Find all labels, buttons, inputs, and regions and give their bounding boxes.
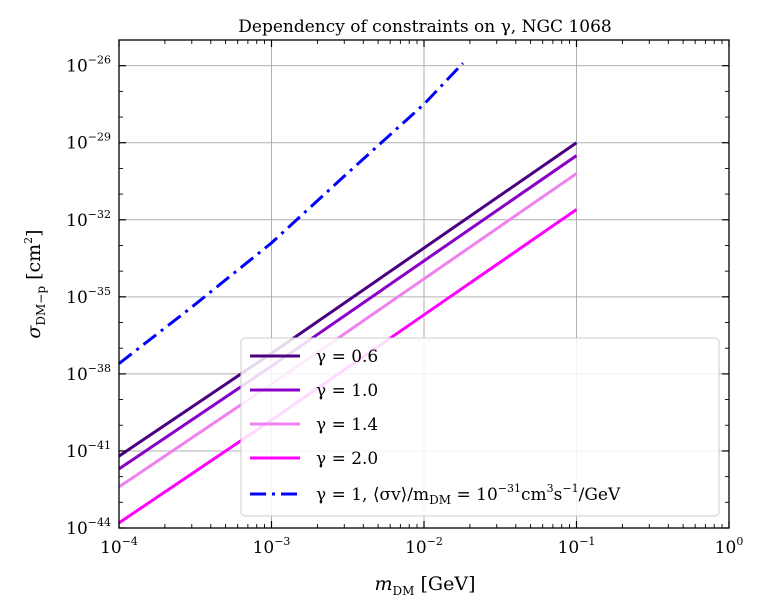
y-tick-label: 10−35 [66,285,111,308]
y-tick-label: 10−29 [66,131,111,154]
series-line-2 [119,154,578,471]
legend-label: γ = 1.4 [316,415,378,435]
legend-label: γ = 1.0 [316,381,378,401]
legend-label: γ = 0.6 [316,347,378,367]
y-axis-label: σDM−p [cm2] [22,229,48,338]
y-tick-labels: 10−26 10−29 10−32 10−35 10−38 10−41 10−44 [66,54,111,539]
legend-box [240,337,720,517]
legend-label: γ = 1, ⟨σv⟩/mDM = 10−31cm3s−1/GeV [316,482,621,507]
y-tick-label: 10−44 [66,516,111,539]
x-axis-label: mDM [GeV] [375,573,476,598]
chart-title: Dependency of constraints on γ, NGC 1068 [238,17,612,37]
series-line-5 [119,62,465,365]
ticks [118,39,730,529]
x-tick-label: 10−4 [100,535,138,558]
legend-label: γ = 2.0 [316,449,378,469]
x-tick-label: 10−3 [253,535,291,558]
legend: γ = 0.6 γ = 1.0 γ = 1.4 γ = 2.0 γ = 1, ⟨σv⟩/… [240,337,720,517]
series-line-3 [119,172,578,489]
y-tick-label: 10−26 [66,54,111,77]
x-tick-label: 10−1 [558,535,596,558]
x-tick-labels: 10−4 10−3 10−2 10−1 100 [100,535,743,558]
y-tick-label: 10−32 [66,208,111,231]
x-tick-label: 10−2 [405,535,443,558]
series-line-1 [119,141,578,458]
y-tick-label: 10−38 [66,362,111,385]
x-tick-label: 100 [715,535,744,558]
y-tick-label: 10−41 [66,439,111,462]
